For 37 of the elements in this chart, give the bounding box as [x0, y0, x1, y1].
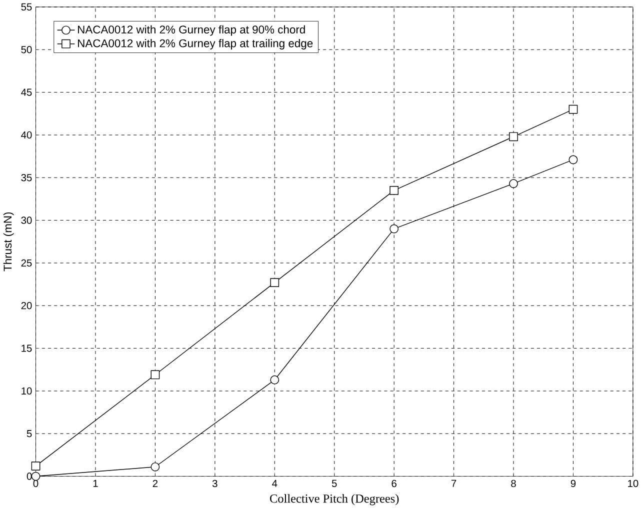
x-tick-label: 7: [451, 480, 456, 488]
y-axis-title: Thrust (mN): [3, 212, 14, 272]
x-tick-label: 9: [570, 480, 576, 488]
point: [390, 224, 399, 234]
point: [270, 278, 280, 288]
x-tick-label: 1: [93, 480, 98, 488]
y-tick-label: 45: [21, 88, 32, 96]
y-tick-label: 40: [21, 132, 32, 139]
y-tick-label: 55: [21, 4, 32, 11]
point: [390, 186, 399, 196]
y-tick-label: 20: [21, 302, 32, 310]
x-tick-label: 8: [511, 480, 516, 488]
y-tick-label: 10: [22, 388, 32, 395]
x-tick-label: 5: [332, 480, 337, 488]
y-tick-label: 50: [21, 46, 32, 54]
x-tick-label: 10: [628, 480, 638, 488]
y-tick-label: 5: [26, 430, 32, 438]
point: [150, 462, 160, 472]
point: [150, 370, 160, 380]
x-tick-label: 2: [152, 480, 158, 488]
x-tick-label: 6: [392, 480, 396, 488]
point: [31, 462, 40, 471]
x-axis-title: Collective Pitch (Degrees): [270, 494, 399, 506]
point: [509, 179, 518, 188]
y-tick-label: 15: [22, 344, 32, 352]
y-tick-label: 35: [21, 174, 32, 182]
point: [270, 376, 280, 384]
point: [568, 155, 578, 164]
legend-label: NACA0012 with 2% Gurney flap at trailing edge: [78, 39, 313, 50]
y-tick-label: 30: [21, 216, 32, 224]
legend-label: NACA0012 with 2% Gurney flap at 90% chord: [78, 25, 305, 36]
point: [509, 132, 518, 142]
point: [568, 105, 578, 114]
x-tick-label: 4: [272, 480, 278, 488]
x-tick-label: 3: [212, 480, 218, 488]
y-tick-label: 0: [26, 472, 32, 480]
y-tick-label: 25: [21, 260, 32, 267]
